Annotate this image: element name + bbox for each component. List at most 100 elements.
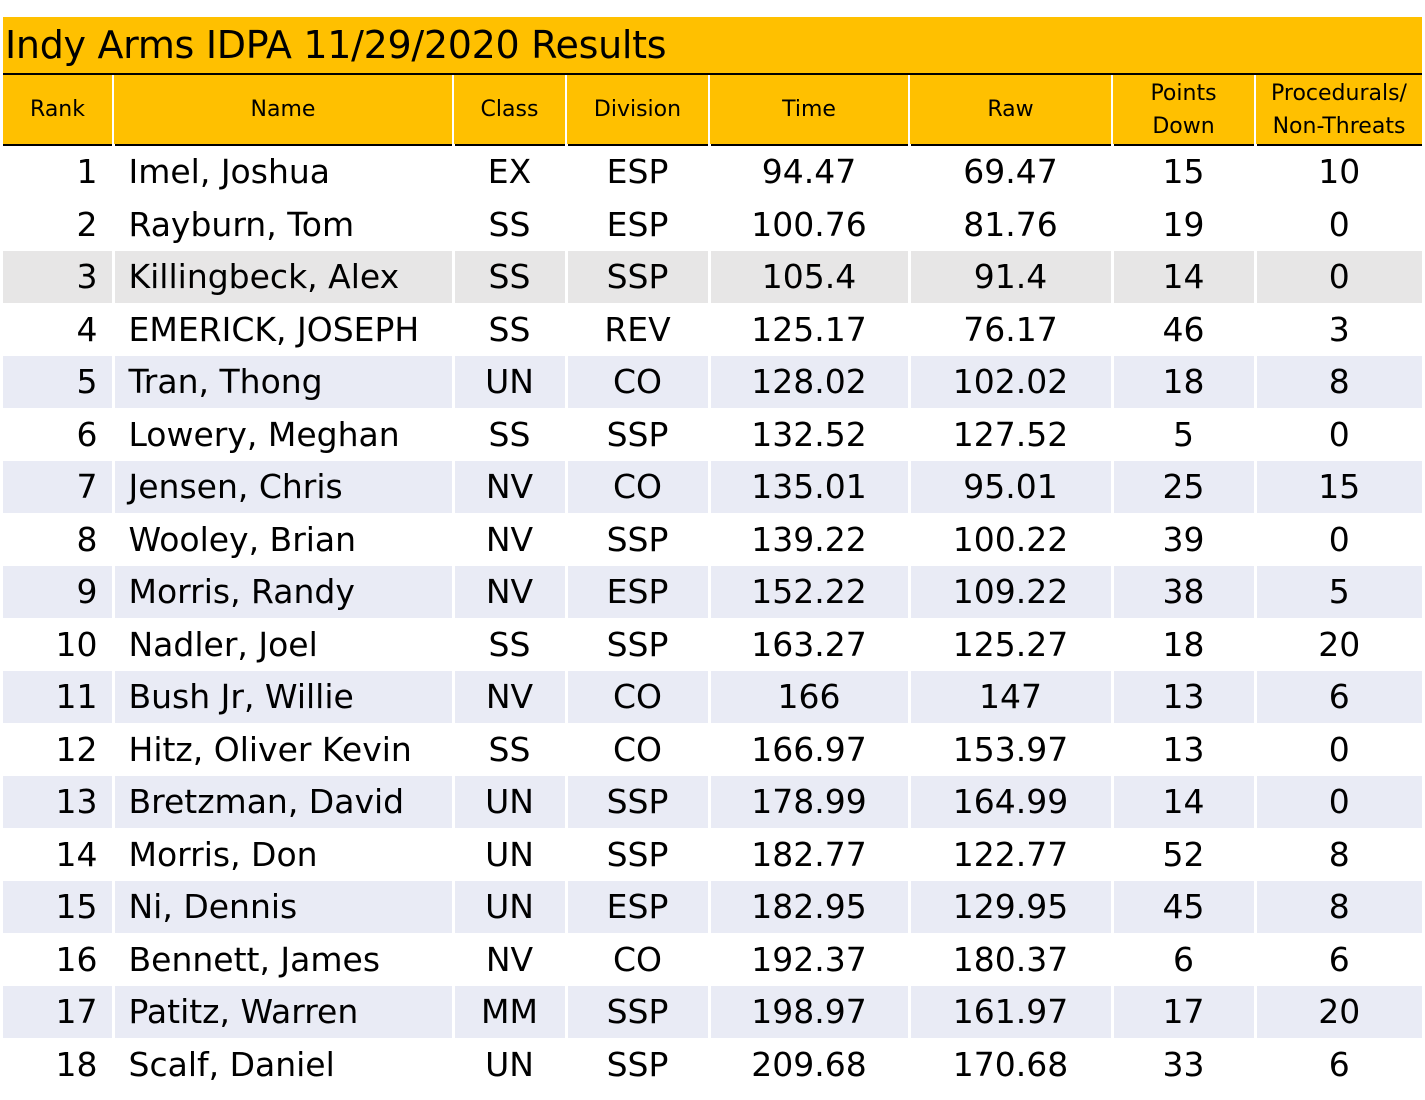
class-cell: SS <box>451 197 566 251</box>
table-row: 9 Morris, Randy NV ESP 152.22 109.22 38 5 <box>3 565 1422 618</box>
class-cell: NV <box>451 932 566 986</box>
procedurals-cell: 0 <box>1253 250 1422 303</box>
procedurals-cell: 8 <box>1253 880 1422 933</box>
name-cell: Patitz, Warren <box>111 985 453 1038</box>
table-row: 2 Rayburn, Tom SS ESP 100.76 81.76 19 0 <box>3 197 1422 251</box>
name-cell: Scalf, Daniel <box>111 1037 453 1090</box>
points-down-cell: 14 <box>1110 775 1255 828</box>
name-cell: Jensen, Chris <box>111 460 453 513</box>
table-row: 15 Ni, Dennis UN ESP 182.95 129.95 45 8 <box>3 880 1422 933</box>
points-down-cell: 25 <box>1110 460 1255 513</box>
class-cell: UN <box>451 1037 566 1090</box>
time-cell: 152.22 <box>707 565 909 618</box>
table-row: 6 Lowery, Meghan SS SSP 132.52 127.52 5 0 <box>3 407 1422 461</box>
raw-cell: 69.47 <box>907 144 1112 198</box>
table-row: 3 Killingbeck, Alex SS SSP 105.4 91.4 14 0 <box>3 250 1422 303</box>
procedurals-cell: 15 <box>1253 460 1422 513</box>
raw-cell: 95.01 <box>907 460 1112 513</box>
time-cell: 139.22 <box>707 512 909 566</box>
table-row: 4 EMERICK, JOSEPH SS REV 125.17 76.17 46 3 <box>3 302 1422 356</box>
name-cell: Ni, Dennis <box>111 880 453 933</box>
procedurals-cell: 6 <box>1253 670 1422 723</box>
division-cell: CO <box>564 355 709 408</box>
time-cell: 135.01 <box>707 460 909 513</box>
page-title: Indy Arms IDPA 11/29/2020 Results <box>5 23 667 67</box>
class-cell: UN <box>451 880 566 933</box>
column-header-class: Class <box>452 75 566 146</box>
table-row: 10 Nadler, Joel SS SSP 163.27 125.27 18 20 <box>3 617 1422 671</box>
name-cell: Morris, Randy <box>111 565 453 618</box>
points-down-cell: 15 <box>1110 144 1255 198</box>
rank-cell: 18 <box>3 1037 113 1090</box>
raw-cell: 127.52 <box>907 407 1112 461</box>
division-cell: SSP <box>564 985 709 1038</box>
raw-cell: 180.37 <box>907 932 1112 986</box>
procedurals-cell: 10 <box>1253 144 1422 198</box>
points-down-cell: 18 <box>1110 355 1255 408</box>
division-cell: SSP <box>564 827 709 881</box>
class-cell: EX <box>451 144 566 198</box>
division-cell: CO <box>564 460 709 513</box>
time-cell: 132.52 <box>707 407 909 461</box>
time-cell: 166.97 <box>707 722 909 776</box>
rank-cell: 13 <box>3 775 113 828</box>
name-cell: Lowery, Meghan <box>111 407 453 461</box>
raw-cell: 109.22 <box>907 565 1112 618</box>
division-cell: SSP <box>564 617 709 671</box>
time-cell: 125.17 <box>707 302 909 356</box>
procedurals-cell: 0 <box>1253 775 1422 828</box>
name-cell: Rayburn, Tom <box>111 197 453 251</box>
raw-cell: 164.99 <box>907 775 1112 828</box>
time-cell: 192.37 <box>707 932 909 986</box>
name-cell: Hitz, Oliver Kevin <box>111 722 453 776</box>
table-row: 1 Imel, Joshua EX ESP 94.47 69.47 15 10 <box>3 144 1422 198</box>
class-cell: NV <box>451 460 566 513</box>
raw-cell: 81.76 <box>907 197 1112 251</box>
table-row: 8 Wooley, Brian NV SSP 139.22 100.22 39 0 <box>3 512 1422 566</box>
name-cell: Morris, Don <box>111 827 453 881</box>
procedurals-cell: 20 <box>1253 617 1422 671</box>
points-down-cell: 14 <box>1110 250 1255 303</box>
raw-cell: 161.97 <box>907 985 1112 1038</box>
class-cell: NV <box>451 670 566 723</box>
class-cell: SS <box>451 407 566 461</box>
table-row: 17 Patitz, Warren MM SSP 198.97 161.97 17 20 <box>3 985 1422 1038</box>
name-cell: Nadler, Joel <box>111 617 453 671</box>
time-cell: 105.4 <box>707 250 909 303</box>
points-down-cell: 13 <box>1110 670 1255 723</box>
raw-cell: 100.22 <box>907 512 1112 566</box>
results-body: 1 Imel, Joshua EX ESP 94.47 69.47 15 10 2 Rayburn… <box>3 144 1422 1090</box>
rank-cell: 14 <box>3 827 113 881</box>
name-cell: Wooley, Brian <box>111 512 453 566</box>
time-cell: 163.27 <box>707 617 909 671</box>
table-row: 11 Bush Jr, Willie NV CO 166 147 13 6 <box>3 670 1422 723</box>
raw-cell: 91.4 <box>907 250 1112 303</box>
procedurals-cell: 8 <box>1253 827 1422 881</box>
header-row: Rank Name Class Division Time Raw Points… <box>3 75 1422 146</box>
name-cell: Bretzman, David <box>111 775 453 828</box>
division-cell: SSP <box>564 775 709 828</box>
points-down-cell: 52 <box>1110 827 1255 881</box>
procedurals-cell: 5 <box>1253 565 1422 618</box>
points-down-cell: 5 <box>1110 407 1255 461</box>
class-cell: NV <box>451 512 566 566</box>
points-down-cell: 18 <box>1110 617 1255 671</box>
rank-cell: 3 <box>3 250 113 303</box>
name-cell: EMERICK, JOSEPH <box>111 302 453 356</box>
table-row: 12 Hitz, Oliver Kevin SS CO 166.97 153.97 13 0 <box>3 722 1422 776</box>
rank-cell: 2 <box>3 197 113 251</box>
procedurals-cell: 0 <box>1253 722 1422 776</box>
points-down-cell: 39 <box>1110 512 1255 566</box>
table-row: 5 Tran, Thong UN CO 128.02 102.02 18 8 <box>3 355 1422 408</box>
class-cell: SS <box>451 250 566 303</box>
time-cell: 182.77 <box>707 827 909 881</box>
division-cell: REV <box>564 302 709 356</box>
points-down-cell: 46 <box>1110 302 1255 356</box>
class-cell: UN <box>451 355 566 408</box>
division-cell: SSP <box>564 512 709 566</box>
class-cell: UN <box>451 827 566 881</box>
raw-cell: 147 <box>907 670 1112 723</box>
column-header-procedurals-line2: Non-Threats <box>1272 113 1406 139</box>
raw-cell: 102.02 <box>907 355 1112 408</box>
division-cell: ESP <box>564 880 709 933</box>
